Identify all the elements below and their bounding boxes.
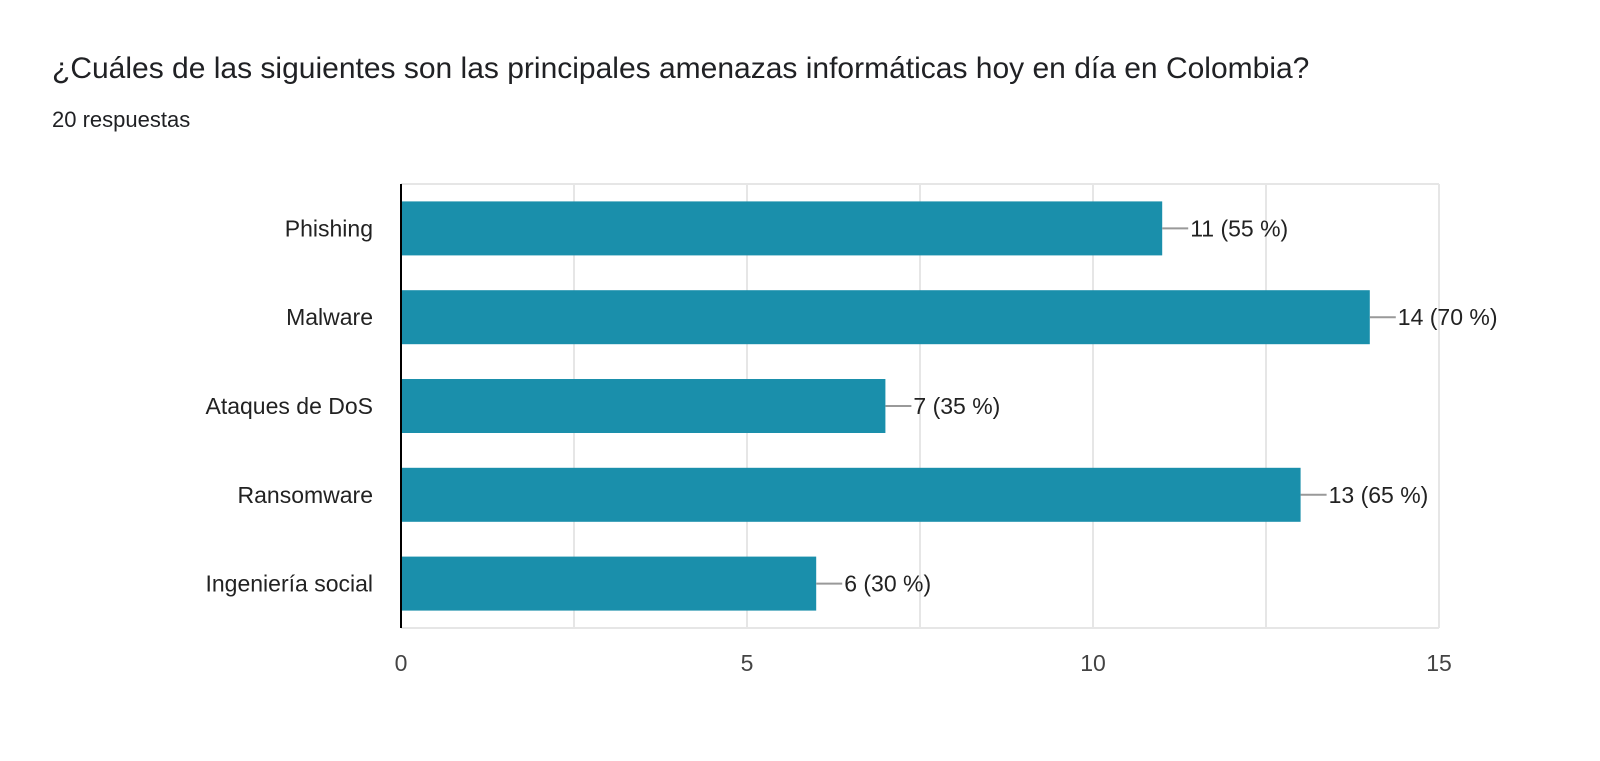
value-label: 13 (65 %) xyxy=(1329,482,1429,508)
x-tick-label: 15 xyxy=(1426,650,1452,676)
x-tick-label: 0 xyxy=(395,650,408,676)
bar xyxy=(401,556,817,611)
value-label: 14 (70 %) xyxy=(1398,304,1498,330)
category-label: Ransomware xyxy=(238,482,374,508)
bar xyxy=(401,379,886,433)
value-label: 11 (55 %) xyxy=(1190,215,1288,241)
category-label: Ataques de DoS xyxy=(205,393,373,419)
category-label: Ingeniería social xyxy=(206,571,374,597)
x-tick-label: 5 xyxy=(741,650,754,676)
bar xyxy=(401,467,1301,522)
bar xyxy=(401,201,1163,256)
value-label: 7 (35 %) xyxy=(913,393,1000,419)
bar xyxy=(401,290,1370,345)
category-label: Malware xyxy=(286,304,373,330)
response-count: 20 respuestas xyxy=(52,107,191,132)
x-tick-label: 10 xyxy=(1080,650,1106,676)
value-label: 6 (30 %) xyxy=(844,571,931,597)
chart-title: ¿Cuáles de las siguientes son las princi… xyxy=(52,52,1310,85)
category-label: Phishing xyxy=(285,215,373,241)
